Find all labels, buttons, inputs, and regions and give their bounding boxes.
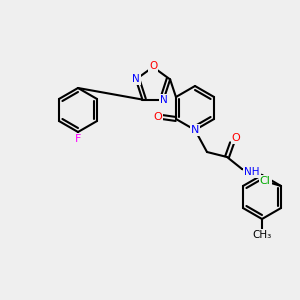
Text: N: N (160, 94, 167, 105)
Text: N: N (191, 125, 199, 135)
Text: O: O (232, 133, 240, 143)
Text: O: O (149, 61, 157, 71)
Text: CH₃: CH₃ (252, 230, 272, 240)
Text: Cl: Cl (260, 176, 271, 186)
Text: NH: NH (244, 167, 260, 177)
Text: N: N (132, 74, 140, 84)
Text: O: O (154, 112, 162, 122)
Text: F: F (75, 134, 81, 144)
